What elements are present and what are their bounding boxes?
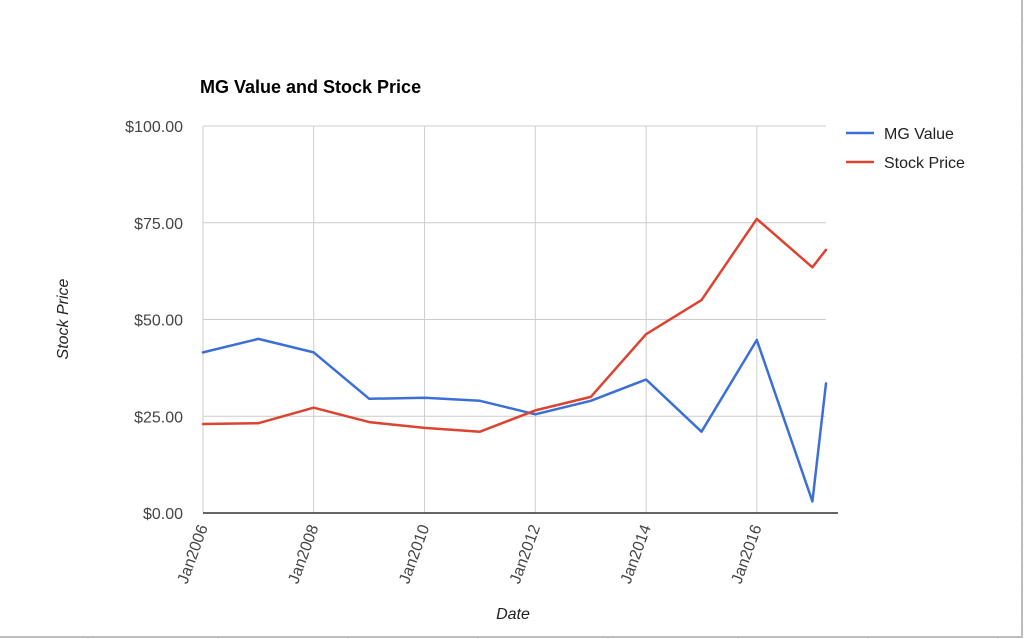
x-tick-label: Jan2012 (507, 522, 544, 586)
chart-axes: $0.00 $25.00 $50.00 $75.00 $100.00 Jan2006 Jan… (125, 119, 838, 586)
y-axis-title: Stock Price (55, 278, 72, 359)
series-line-stock-price[interactable] (201, 217, 828, 433)
y-tick-label: $50.00 (134, 313, 183, 330)
y-tick-label: $25.00 (134, 409, 183, 426)
x-tick-label: Jan2006 (175, 522, 212, 586)
series-line-mg-value[interactable] (201, 337, 828, 503)
y-tick-label: $75.00 (134, 216, 183, 233)
x-tick-label: Jan2014 (618, 522, 655, 586)
legend-label: MG Value (884, 126, 954, 143)
chart-gridlines (202, 125, 826, 513)
x-tick-label: Jan2008 (285, 522, 322, 586)
y-tick-label: $0.00 (143, 506, 183, 523)
x-tick-label: Jan2016 (729, 522, 766, 586)
y-tick-label: $100.00 (125, 119, 183, 136)
chart-title: MG Value and Stock Price (200, 77, 421, 97)
x-tick-label: Jan2010 (396, 522, 433, 586)
legend-label: Stock Price (884, 155, 965, 172)
x-axis-title: Date (496, 606, 530, 623)
chart-series (201, 217, 828, 503)
chart-legend: MG Value Stock Price (846, 126, 965, 172)
